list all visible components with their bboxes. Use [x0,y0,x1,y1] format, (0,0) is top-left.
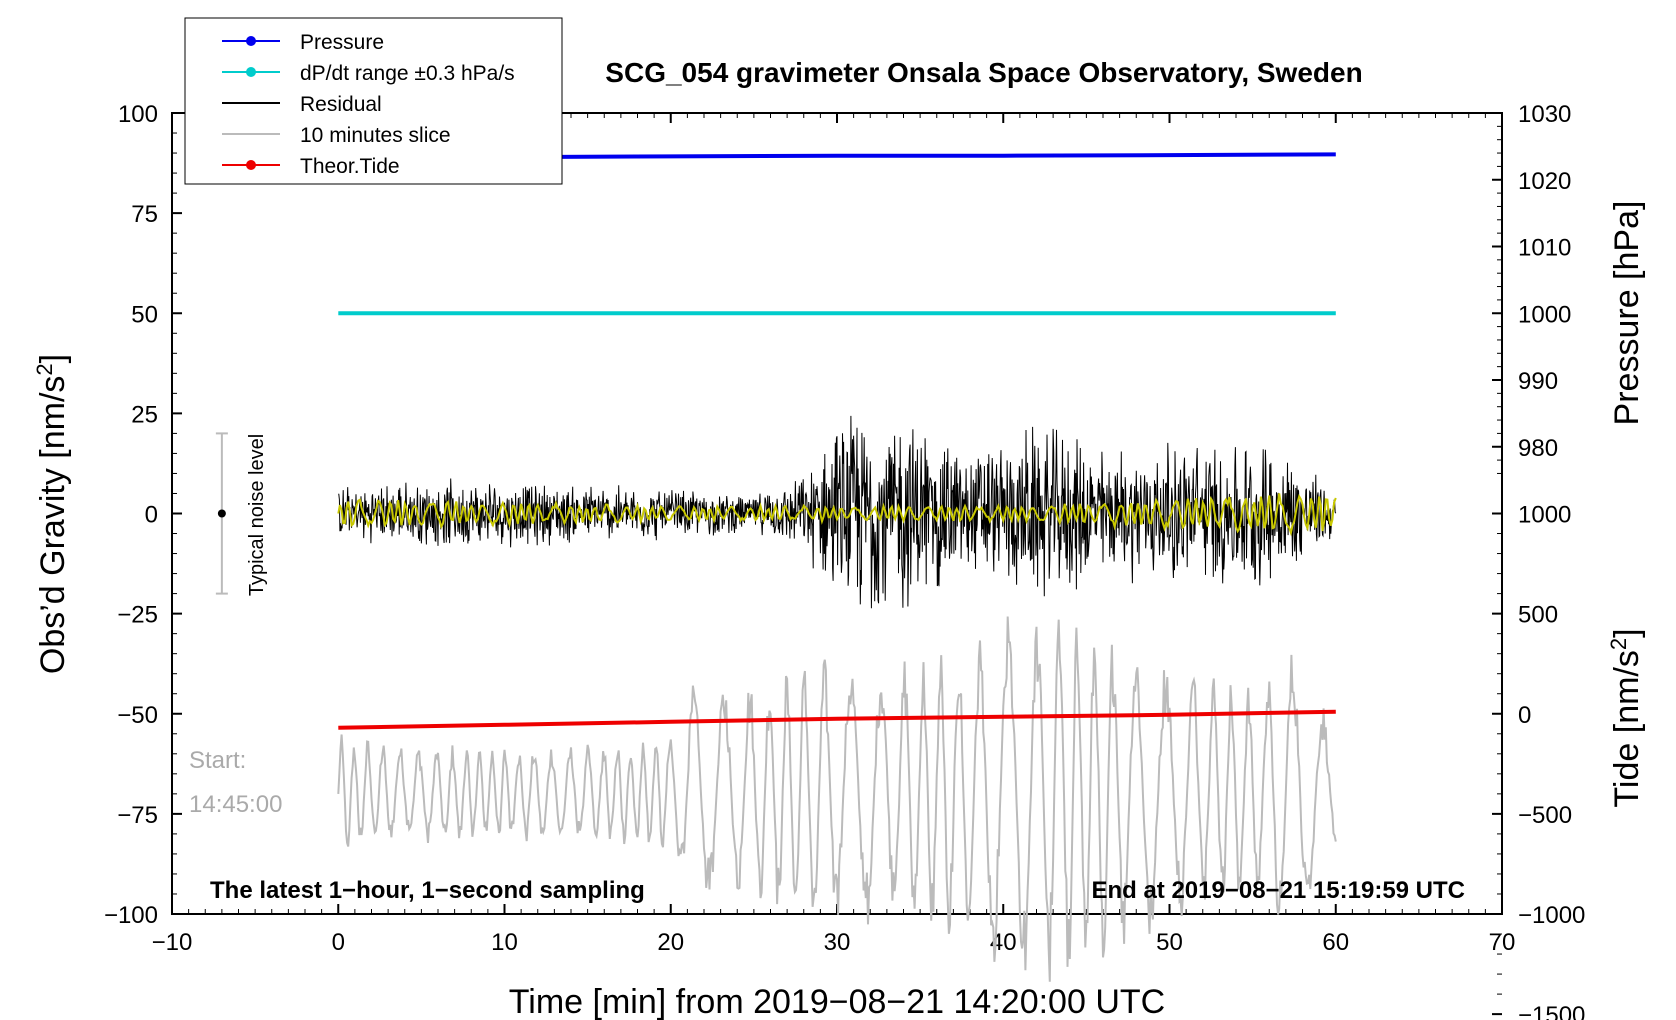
noise-level-bar [215,432,228,595]
y-left-tick-label: −75 [117,802,158,829]
y-pressure-tick-label: 990 [1518,368,1558,395]
sampling-note: The latest 1−hour, 1−second sampling [210,877,645,904]
y-axis-tide-title-end: ] [1608,628,1646,637]
y-left-tick-label: 75 [131,201,158,228]
x-tick-label: 30 [824,929,851,956]
x-axis-title: Time [min] from 2019−08−21 14:20:00 UTC [509,983,1165,1020]
y-left-tick-label: −25 [117,602,158,629]
series-theor-tide [338,709,1336,730]
axis-ticks: −10 0 10 20 30 40 50 60 701007550250−25−50−75−10… [104,101,1585,1020]
legend-label: Theor.Tide [300,155,400,178]
y-tide-tick-label: −500 [1518,802,1572,829]
y-pressure-tick-label: 980 [1518,435,1558,462]
start-time: 14:45:00 [189,791,282,818]
y-axis-left-title-base: Obs’d Gravity [nm/s [34,376,72,675]
y-tide-tick-label: −1000 [1518,902,1585,929]
series-residual [338,415,1337,609]
x-tick-label: 60 [1322,929,1349,956]
noise-level-label: Typical noise level [246,434,268,596]
series-residual-smoothed [337,493,1337,537]
legend-label: Residual [300,93,382,116]
x-tick-label: 50 [1156,929,1183,956]
y-axis-tide-title-base: Tide [nm/s [1608,650,1646,807]
x-tick-label: 70 [1489,929,1516,956]
y-tide-tick-label: 0 [1518,702,1531,729]
y-axis-left-title-sup: 2 [32,363,57,375]
x-tick-label: 0 [332,929,345,956]
y-pressure-tick-label: 1020 [1518,168,1571,195]
legend: Pressure dP/dt range ±0.3 hPa/s Residual 10… [184,17,563,185]
y-pressure-tick-label: 1010 [1518,235,1571,262]
legend-label: dP/dt range ±0.3 hPa/s [300,62,515,85]
chart-title: SCG_054 gravimeter Onsala Space Observat… [605,57,1362,88]
y-tide-tick-label: 1000 [1518,502,1571,529]
x-tick-label: 20 [657,929,684,956]
y-axis-left-title-end: ] [34,354,72,363]
x-tick-label: −10 [152,929,193,956]
y-left-tick-label: 50 [131,301,158,328]
end-time-note: End at 2019−08−21 15:19:59 UTC [1091,877,1465,904]
noise-bar-center [217,509,226,518]
y-left-tick-label: 25 [131,401,158,428]
legend-box [184,17,563,185]
legend-label: 10 minutes slice [300,124,451,147]
y-pressure-tick-label: 1000 [1518,301,1571,328]
y-left-tick-label: −50 [117,702,158,729]
y-axis-left-title: Obs’d Gravity [nm/s2] [32,354,73,674]
y-left-tick-label: 100 [118,101,158,128]
y-tide-tick-label: −1500 [1518,1002,1585,1020]
x-tick-label: 10 [491,929,518,956]
legend-label: Pressure [300,31,384,54]
y-axis-tide-title-sup: 2 [1606,638,1631,650]
series-layer [337,152,1337,982]
y-left-tick-label: −100 [104,902,158,929]
series-10min-slice [337,616,1337,982]
legend-marker [246,36,256,46]
y-axis-pressure-title: Pressure [hPa] [1608,201,1646,426]
y-tide-tick-label: 500 [1518,602,1558,629]
legend-marker [246,160,256,170]
y-axis-tide-title: Tide [nm/s2] [1606,628,1647,807]
y-pressure-tick-label: 1030 [1518,101,1571,128]
legend-marker [246,67,256,77]
start-label: Start: [189,747,246,774]
y-left-tick-label: 0 [145,502,158,529]
